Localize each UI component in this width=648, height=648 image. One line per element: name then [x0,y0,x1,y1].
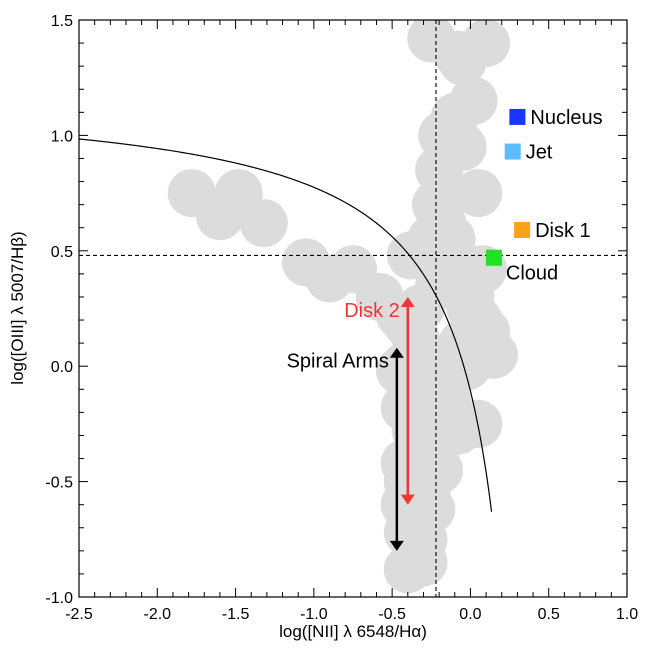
disk-1-marker [514,222,531,239]
spiral-arms-arrow-top [389,347,404,358]
x-tick-label: -2.5 [65,606,93,623]
plot-border [78,19,628,598]
region-point [415,446,464,495]
x-tick-label: 0.5 [538,606,560,623]
disk-2-arrow-top [400,296,415,307]
region-point [454,296,503,345]
y-axis-title: log([OIII] λ 5007/Hβ) [8,231,27,384]
region-point [427,215,476,264]
gray-region [167,20,518,594]
region-point [462,20,511,68]
region-point [399,515,448,564]
x-tick-label: 0.0 [459,606,481,623]
spiral-arms-label: Spiral Arms [287,351,389,373]
region-point [422,376,471,425]
region-point [449,76,498,125]
jet-marker [504,143,521,160]
y-tick-label: 1.5 [51,13,73,30]
x-tick-label: 1.0 [616,606,638,623]
cloud-label: Cloud [506,263,558,285]
y-tick-label: -0.5 [45,475,73,492]
x-tick-label: -1.5 [222,606,250,623]
reference-lines [78,20,627,597]
y-tick-label: -1.0 [45,590,73,607]
y-tick-label: 1.0 [51,128,73,145]
disk-2-label: Disk 2 [344,300,400,322]
demarcation-curve [78,138,493,512]
region-point [454,169,503,218]
plot-frame: -2.5 -2.0 -1.5 -1.0 -0.5 0.0 0.5 1.0 -1.0 -0.5 0.0… [45,13,638,623]
region-point [239,199,288,248]
y-tick-label: 0.0 [51,359,73,376]
nucleus-marker [509,108,526,125]
nucleus-label: Nucleus [530,107,602,129]
jet-label: Jet [526,142,553,164]
disk-2-arrow-bottom [400,494,415,505]
x-tick-label: -0.5 [378,606,406,623]
disk-1-label: Disk 1 [535,220,591,242]
data-markers: Nucleus Jet Disk 1 Cloud Disk 2 Spiral Arms [287,107,603,551]
x-tick-label: -2.0 [143,606,171,623]
x-axis-title: log([NII] λ 6548/Hα) [279,622,427,641]
cloud-marker [485,249,502,266]
x-tick-label: -1.0 [300,606,328,623]
y-tick-label: 0.5 [51,244,73,261]
spiral-arms-arrow-bottom [389,540,404,551]
